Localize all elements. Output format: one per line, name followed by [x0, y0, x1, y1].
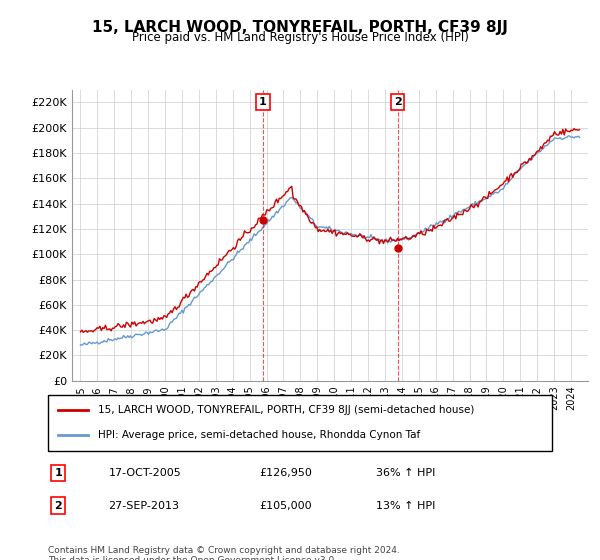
- Text: 15, LARCH WOOD, TONYREFAIL, PORTH, CF39 8JJ: 15, LARCH WOOD, TONYREFAIL, PORTH, CF39 …: [92, 20, 508, 35]
- FancyBboxPatch shape: [48, 395, 552, 451]
- Text: 1: 1: [54, 468, 62, 478]
- Text: Contains HM Land Registry data © Crown copyright and database right 2024.
This d: Contains HM Land Registry data © Crown c…: [48, 546, 400, 560]
- Text: £105,000: £105,000: [260, 501, 313, 511]
- Text: HPI: Average price, semi-detached house, Rhondda Cynon Taf: HPI: Average price, semi-detached house,…: [98, 430, 421, 440]
- Text: 27-SEP-2013: 27-SEP-2013: [109, 501, 179, 511]
- Text: 2: 2: [394, 97, 401, 108]
- Text: 1: 1: [259, 97, 267, 108]
- Text: Price paid vs. HM Land Registry's House Price Index (HPI): Price paid vs. HM Land Registry's House …: [131, 31, 469, 44]
- Text: 36% ↑ HPI: 36% ↑ HPI: [376, 468, 435, 478]
- Text: £126,950: £126,950: [260, 468, 313, 478]
- Text: 17-OCT-2005: 17-OCT-2005: [109, 468, 181, 478]
- Text: 15, LARCH WOOD, TONYREFAIL, PORTH, CF39 8JJ (semi-detached house): 15, LARCH WOOD, TONYREFAIL, PORTH, CF39 …: [98, 405, 475, 416]
- Text: 13% ↑ HPI: 13% ↑ HPI: [376, 501, 435, 511]
- Text: 2: 2: [54, 501, 62, 511]
